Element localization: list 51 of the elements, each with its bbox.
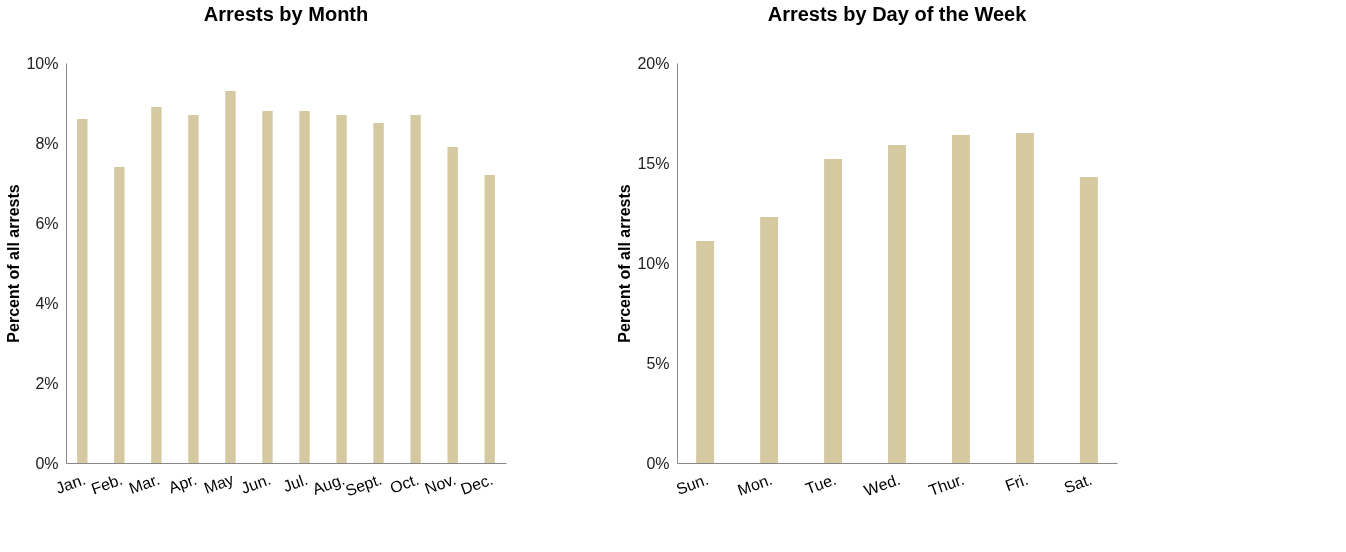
x-tick-label: Nov. bbox=[422, 470, 459, 498]
x-tick-label: Apr. bbox=[166, 470, 199, 497]
x-tick-label: Wed. bbox=[861, 470, 903, 500]
chart-title: Arrests by Month bbox=[203, 3, 369, 25]
y-tick-label: 8% bbox=[35, 134, 59, 152]
bar bbox=[151, 107, 162, 463]
x-tick-label: Oct. bbox=[387, 470, 422, 497]
x-tick-label: Sat. bbox=[1061, 470, 1095, 497]
y-tick-label: 6% bbox=[35, 214, 59, 232]
x-tick-label: Dec. bbox=[458, 470, 496, 498]
x-tick-label: Mar. bbox=[126, 470, 162, 498]
x-tick-label: Mon. bbox=[735, 470, 775, 499]
y-tick-label: 20% bbox=[637, 54, 670, 72]
bar bbox=[336, 115, 347, 463]
x-tick-label: Sun. bbox=[673, 470, 711, 498]
x-tick-label: Thur. bbox=[926, 470, 967, 500]
y-tick-label: 2% bbox=[35, 374, 59, 392]
bar bbox=[373, 123, 384, 463]
bar bbox=[188, 115, 199, 463]
x-tick-label: Feb. bbox=[88, 470, 125, 498]
bar bbox=[696, 241, 715, 463]
bar bbox=[77, 119, 88, 463]
x-tick-label: May bbox=[201, 470, 236, 497]
y-axis-title: Percent of all arrests bbox=[5, 184, 23, 343]
y-tick-label: 4% bbox=[35, 294, 59, 312]
bar bbox=[1079, 177, 1098, 463]
y-tick-label: 10% bbox=[637, 254, 670, 272]
bar bbox=[1015, 133, 1034, 463]
bar bbox=[225, 91, 236, 463]
x-tick-label: Jul. bbox=[280, 470, 310, 496]
y-tick-label: 5% bbox=[646, 354, 670, 372]
bar bbox=[824, 159, 842, 463]
y-tick-label: 15% bbox=[637, 154, 670, 172]
y-tick-label: 0% bbox=[646, 454, 670, 472]
y-tick-label: 0% bbox=[35, 454, 59, 472]
x-tick-label: Fri. bbox=[1002, 470, 1031, 495]
bar bbox=[484, 175, 495, 463]
y-axis-title: Percent of all arrests bbox=[616, 184, 634, 343]
bar bbox=[888, 145, 906, 463]
bar bbox=[760, 217, 779, 463]
bar bbox=[262, 111, 273, 463]
x-tick-label: Jun. bbox=[238, 470, 273, 497]
chart-title: Arrests by Day of the Week bbox=[767, 3, 1028, 25]
bar bbox=[952, 135, 970, 463]
bar bbox=[410, 115, 421, 463]
x-tick-label: Jan. bbox=[53, 470, 88, 497]
bar bbox=[447, 147, 458, 463]
x-tick-label: Tue. bbox=[803, 470, 839, 498]
bar bbox=[299, 111, 310, 463]
bar bbox=[114, 167, 125, 463]
y-tick-label: 10% bbox=[26, 54, 59, 72]
